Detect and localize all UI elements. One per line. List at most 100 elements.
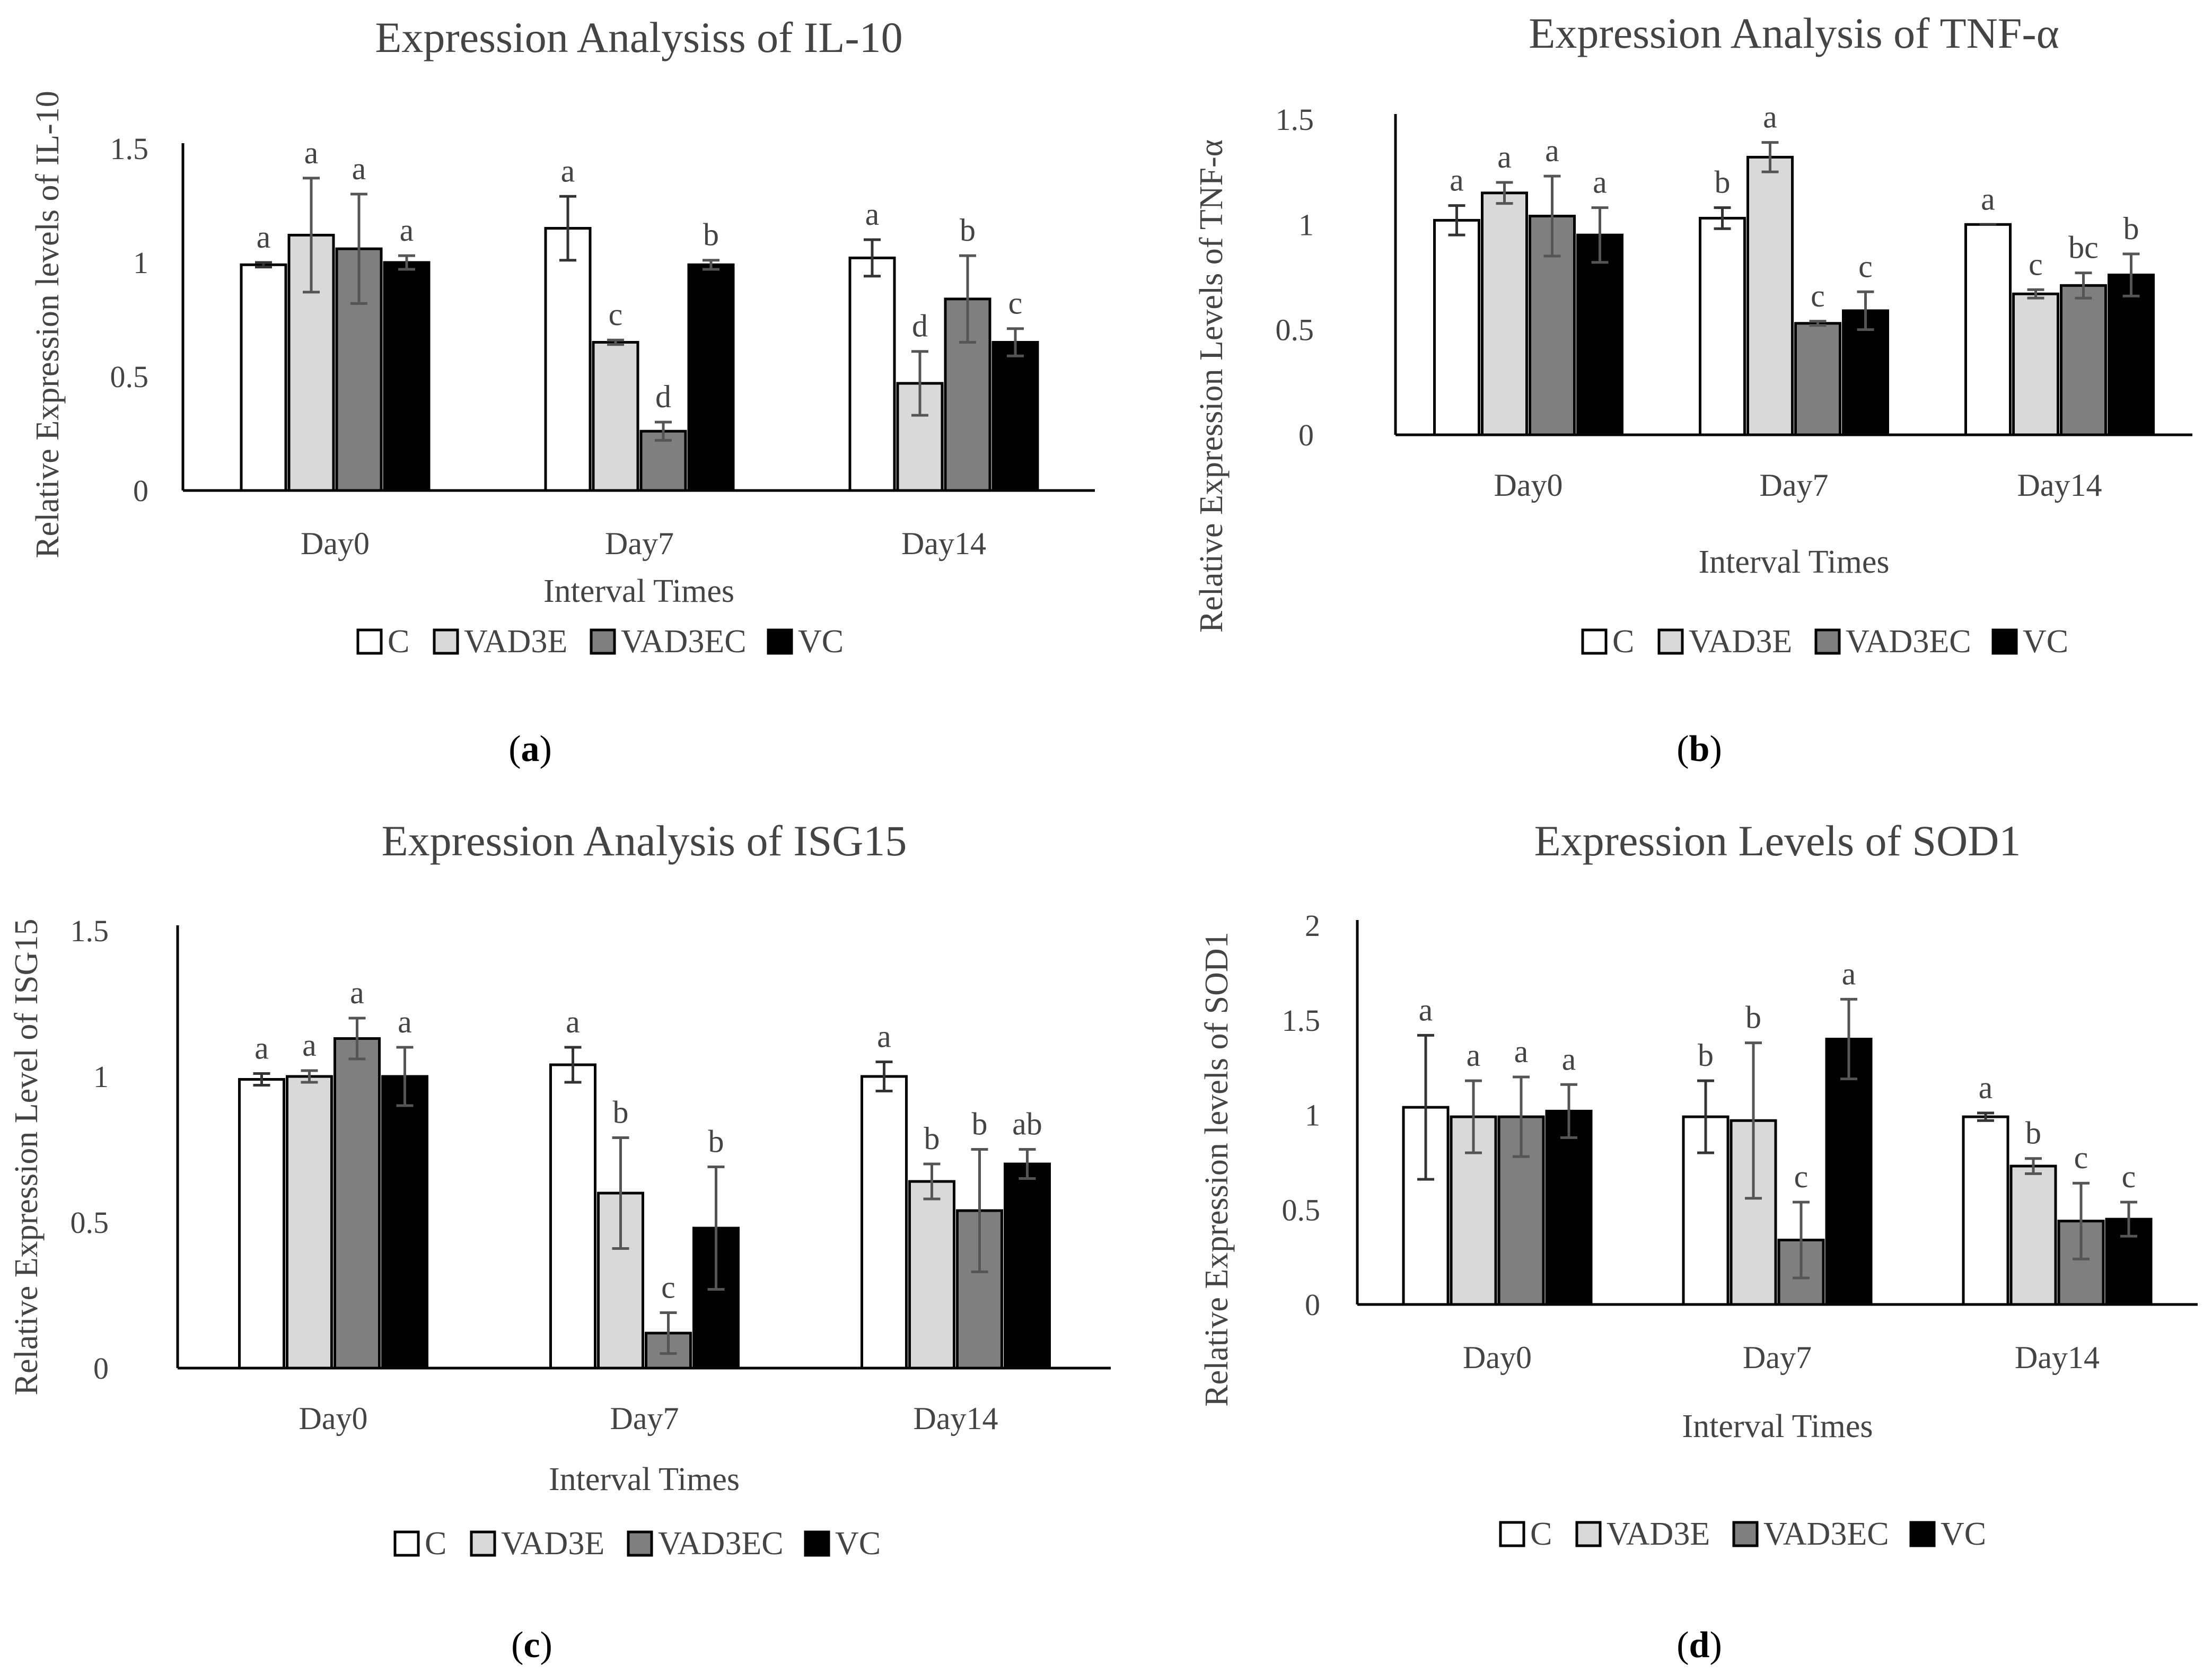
significance-label: d xyxy=(655,379,671,414)
significance-label: c xyxy=(2074,1140,2088,1175)
panel-paren: ( xyxy=(1676,1625,1689,1666)
y-tick-label: 1.5 xyxy=(1282,1003,1321,1038)
legend-label: VAD3E xyxy=(501,1526,604,1562)
significance-label: a xyxy=(865,197,880,232)
x-tick-label: Day7 xyxy=(1760,468,1829,503)
significance-label: b xyxy=(613,1095,629,1130)
significance-label: a xyxy=(1450,163,1464,198)
legend-label: C xyxy=(1530,1516,1552,1552)
bar xyxy=(592,341,639,492)
y-tick-label: 1.5 xyxy=(71,914,109,948)
chart-title: Expression Analysiss of IL-10 xyxy=(375,13,902,62)
significance-label: d xyxy=(912,309,928,344)
panel-label: (d) xyxy=(1676,1625,1722,1666)
x-tick-label: Day0 xyxy=(301,526,370,561)
x-tick-label: Day14 xyxy=(901,526,986,561)
panel-paren: ) xyxy=(1709,1625,1722,1666)
legend-swatch xyxy=(1732,1521,1759,1547)
y-tick-label: 1 xyxy=(93,1059,109,1094)
bar xyxy=(286,1075,333,1370)
y-tick-label: 1 xyxy=(1298,207,1314,242)
bar xyxy=(1433,218,1480,436)
y-tick-label: 0.5 xyxy=(1282,1193,1321,1227)
significance-label: a xyxy=(1562,1041,1576,1076)
x-tick-label: Day14 xyxy=(2017,468,2102,503)
bar xyxy=(1794,322,1841,436)
x-axis-label: Interval Times xyxy=(549,1461,740,1497)
significance-label: a xyxy=(877,1019,891,1054)
significance-label: bc xyxy=(2068,230,2099,265)
significance-label: a xyxy=(1497,139,1512,174)
y-axis-label: Relative Expression levels of SOD1 xyxy=(1199,932,1235,1406)
x-tick-label: Day7 xyxy=(610,1401,679,1436)
significance-label: c xyxy=(609,297,623,332)
significance-label: a xyxy=(302,1028,317,1063)
panel-paren: ( xyxy=(1676,729,1689,769)
legend-label: VC xyxy=(1941,1516,1986,1552)
y-tick-label: 1.5 xyxy=(110,132,149,166)
bar xyxy=(1746,155,1794,436)
legend-swatch xyxy=(627,1530,653,1557)
y-tick-label: 0.5 xyxy=(110,360,149,394)
panel-paren: ( xyxy=(508,729,521,769)
legend-label: VAD3E xyxy=(464,624,567,660)
significance-label: a xyxy=(400,213,414,248)
chart-title: Expression Levels of SOD1 xyxy=(1534,817,2021,865)
bar xyxy=(2060,284,2107,436)
significance-label: a xyxy=(1763,100,1777,135)
chart-panel-a: Expression Analysiss of IL-10 0 0.5 1 1.5 Rel… xyxy=(30,13,1095,769)
panel-letter: b xyxy=(1689,729,1710,769)
legend-label: VC xyxy=(798,624,844,660)
y-tick-label: 1.5 xyxy=(1276,102,1314,137)
significance-label: b xyxy=(1715,165,1731,200)
panel-letter: c xyxy=(523,1625,540,1666)
significance-label: b xyxy=(2123,211,2139,246)
x-tick-label: Day7 xyxy=(605,526,674,561)
legend-label: VC xyxy=(835,1526,881,1562)
bar xyxy=(240,263,287,492)
x-tick-label: Day0 xyxy=(1463,1340,1532,1375)
panel-label: (a) xyxy=(508,729,552,769)
legend-label: C xyxy=(1612,624,1634,660)
y-tick-label: 0 xyxy=(133,474,148,508)
significance-label: b xyxy=(972,1107,988,1142)
bar xyxy=(2009,1164,2057,1306)
significance-label: a xyxy=(1419,992,1433,1027)
significance-label: b xyxy=(703,217,719,252)
panel-label: (c) xyxy=(511,1625,552,1666)
legend: C VAD3E VAD3EC VC xyxy=(393,1526,881,1562)
legend-swatch xyxy=(1581,628,1608,655)
significance-label: a xyxy=(304,135,319,170)
y-tick-label: 0.5 xyxy=(1276,313,1314,347)
significance-label: c xyxy=(2029,247,2043,282)
significance-label: a xyxy=(1842,956,1856,991)
bar xyxy=(861,1075,908,1370)
panel-letter: a xyxy=(521,729,540,769)
x-tick-label: Day14 xyxy=(2015,1340,2100,1375)
bar xyxy=(1842,309,1889,436)
x-tick-label: Day0 xyxy=(1494,468,1563,503)
legend-label: C xyxy=(388,624,409,660)
significance-label: a xyxy=(561,153,575,188)
significance-label: c xyxy=(1858,249,1873,284)
x-tick-label: Day14 xyxy=(914,1401,998,1436)
significance-label: a xyxy=(1981,181,1995,216)
x-axis-label: Interval Times xyxy=(543,573,734,609)
legend-label: VAD3EC xyxy=(1763,1516,1889,1552)
significance-label: b xyxy=(924,1121,940,1156)
significance-label: ab xyxy=(1012,1107,1042,1142)
legend-swatch xyxy=(1991,628,2018,655)
legend-swatch xyxy=(433,628,459,655)
bar xyxy=(383,261,431,492)
panel-paren: ( xyxy=(511,1625,523,1666)
panel-letter: d xyxy=(1689,1625,1710,1666)
bar xyxy=(1825,1038,1873,1306)
bar xyxy=(1962,1115,2009,1306)
significance-label: a xyxy=(1593,165,1607,200)
significance-label: b xyxy=(1745,1000,1761,1035)
y-tick-label: 0 xyxy=(1305,1287,1320,1322)
significance-label: b xyxy=(960,213,976,248)
significance-label: b xyxy=(708,1124,724,1159)
y-tick-label: 1 xyxy=(133,246,148,280)
